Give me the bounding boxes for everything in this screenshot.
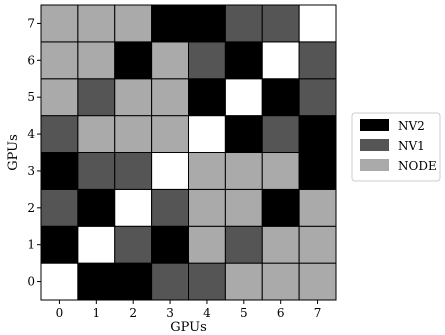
- x-tick-label-3: 3: [166, 306, 174, 320]
- x-axis-label: GPUs: [170, 320, 207, 335]
- y-tick-label-3: 3: [27, 164, 35, 178]
- legend-swatch-node: [360, 159, 389, 171]
- y-axis-ticks: 0 1 2 3 4 5 6 7: [27, 16, 41, 289]
- heatmap-cell-4-4: [188, 115, 226, 154]
- heatmap-cell-7-3: [298, 152, 337, 190]
- heatmap-cell-3-5: [151, 78, 190, 117]
- heatmap-cell-1-0: [77, 262, 116, 301]
- heatmap-cell-4-3: [188, 152, 226, 190]
- y-tick-label-2: 2: [27, 201, 35, 215]
- heatmap-cell-2-0: [114, 262, 153, 301]
- heatmap-cell-0-1: [40, 225, 79, 264]
- heatmap-cell-3-4: [151, 115, 190, 154]
- heatmap-cell-3-0: [151, 262, 190, 301]
- heatmap-cell-1-2: [77, 188, 116, 227]
- heatmap-cell-3-6: [151, 41, 190, 80]
- heatmap-cell-5-6: [224, 41, 263, 80]
- y-axis-label: GPUs: [6, 134, 21, 171]
- heatmap-cell-3-3: [151, 152, 190, 190]
- heatmap-cell-6-7: [261, 4, 300, 43]
- heatmap-cell-4-5: [188, 78, 226, 117]
- legend-swatch-nv2: [360, 119, 389, 131]
- legend-label-node: NODE: [398, 159, 437, 173]
- x-tick-label-1: 1: [92, 306, 100, 320]
- heatmap-cell-6-1: [261, 225, 300, 264]
- heatmap-cell-0-7: [40, 4, 79, 43]
- x-tick-label-2: 2: [129, 306, 137, 320]
- heatmap-cell-4-6: [188, 41, 226, 80]
- heatmap-cell-4-0: [188, 262, 226, 301]
- heatmap-cell-0-2: [40, 188, 79, 227]
- heatmap-cell-6-2: [261, 188, 300, 227]
- heatmap-cell-2-2: [114, 188, 153, 227]
- heatmap-cell-5-1: [224, 225, 263, 264]
- x-tick-label-5: 5: [240, 306, 248, 320]
- legend-label-nv1: NV1: [398, 139, 425, 153]
- heatmap-cell-0-6: [40, 41, 79, 80]
- heatmap-cell-7-7: [298, 4, 337, 43]
- x-tick-label-7: 7: [314, 306, 322, 320]
- heatmap-cell-3-2: [151, 188, 190, 227]
- heatmap-cell-1-6: [77, 41, 116, 80]
- heatmap-cell-3-7: [151, 4, 190, 43]
- heatmap-cell-6-6: [261, 41, 300, 80]
- plot-frame: [40, 4, 337, 301]
- y-tick-label-7: 7: [27, 16, 35, 30]
- heatmap-cell-2-3: [114, 152, 153, 190]
- legend-label-nv2: NV2: [398, 119, 425, 133]
- heatmap-cell-5-5: [224, 78, 263, 117]
- heatmap-cell-1-4: [77, 115, 116, 154]
- heatmap-cell-7-2: [298, 188, 337, 227]
- heatmap-cell-1-1: [77, 225, 116, 264]
- heatmap-cell-0-5: [40, 78, 79, 117]
- legend: NV2 NV1 NODE: [351, 112, 441, 182]
- y-tick-label-0: 0: [27, 275, 35, 289]
- heatmap-cell-4-2: [188, 188, 226, 227]
- heatmap-cell-0-3: [40, 152, 79, 190]
- y-tick-label-1: 1: [27, 238, 35, 252]
- heatmap-cell-7-6: [298, 41, 337, 80]
- heatmap-cell-2-1: [114, 225, 153, 264]
- heatmap-cell-5-3: [224, 152, 263, 190]
- heatmap-cell-4-7: [188, 4, 226, 43]
- heatmap-cell-2-5: [114, 78, 153, 117]
- heatmap-cell-6-0: [261, 262, 300, 301]
- x-axis-ticks: 0 1 2 3 4 5 6 7: [56, 300, 322, 320]
- heatmap-cell-7-0: [298, 262, 337, 301]
- heatmap-cell-4-1: [188, 225, 226, 264]
- y-tick-label-4: 4: [27, 127, 35, 141]
- heatmap-cell-1-7: [77, 4, 116, 43]
- y-tick-label-5: 5: [27, 90, 35, 104]
- heatmap-cell-0-0: [40, 262, 79, 301]
- heatmap-cell-6-3: [261, 152, 300, 190]
- x-tick-label-0: 0: [56, 306, 64, 320]
- heatmap-cell-1-3: [77, 152, 116, 190]
- heatmap-cell-2-7: [114, 4, 153, 43]
- heatmap-cell-5-7: [224, 4, 263, 43]
- legend-swatch-nv1: [360, 139, 389, 151]
- heatmap-cell-1-5: [77, 78, 116, 117]
- heatmap-cell-5-0: [224, 262, 263, 301]
- heatmap-cell-5-4: [224, 115, 263, 154]
- heatmap-cell-3-1: [151, 225, 190, 264]
- heatmap-cell-2-6: [114, 41, 153, 80]
- heatmap-cell-0-4: [40, 115, 79, 154]
- heatmap-cell-7-1: [298, 225, 337, 264]
- heatmap-cell-6-5: [261, 78, 300, 117]
- heatmap-cell-7-4: [298, 115, 337, 154]
- x-tick-label-4: 4: [203, 306, 211, 320]
- heatmap-cell-5-2: [224, 188, 263, 227]
- heatmap-cells: [40, 4, 337, 301]
- y-tick-label-6: 6: [27, 53, 35, 67]
- heatmap-cell-6-4: [261, 115, 300, 154]
- x-tick-label-6: 6: [277, 306, 285, 320]
- heatmap-cell-7-5: [298, 78, 337, 117]
- heatmap-cell-2-4: [114, 115, 153, 154]
